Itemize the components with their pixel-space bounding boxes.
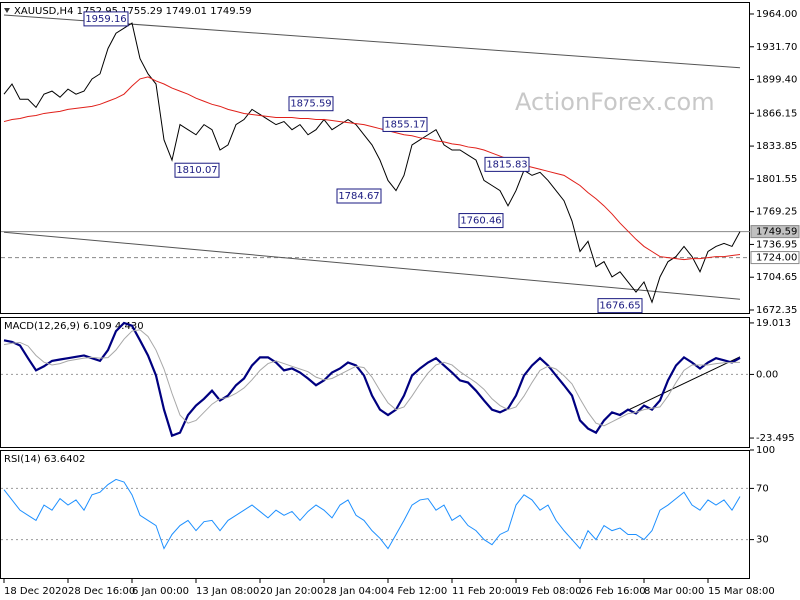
- level-label: 1749.59: [756, 227, 797, 238]
- rsi-panel: [0, 450, 750, 579]
- trendline: [619, 356, 741, 415]
- x-tick-label: 19 Feb 08:00: [516, 586, 582, 597]
- x-tick-label: 18 Dec 2020: [4, 586, 68, 597]
- annotation-label: 1875.59: [290, 99, 331, 110]
- series-line: [3, 76, 741, 261]
- panel-title: XAUUSD,H4 1752.95 1755.29 1749.01 1749.5…: [14, 6, 252, 17]
- level-label-box: [750, 225, 800, 239]
- x-tick-label: 8 Mar 00:00: [644, 586, 704, 597]
- y-tick-label: -23.495: [756, 433, 795, 444]
- y-tick-label: 19.013: [756, 318, 791, 329]
- level-label-box: [750, 251, 800, 265]
- annotation-label: 1676.65: [599, 301, 640, 312]
- x-tick-label: 20 Jan 20:00: [260, 586, 323, 597]
- annotation-label: 1959.16: [85, 14, 126, 25]
- y-tick-label: 0.00: [756, 369, 778, 380]
- y-tick-label: 1866.15: [756, 108, 797, 119]
- series-line: [3, 321, 741, 438]
- y-tick-label: 100: [756, 445, 775, 456]
- y-tick-label: 1736.95: [756, 239, 797, 250]
- annotation-box: [174, 162, 220, 178]
- y-tick-label: 1964.00: [756, 9, 797, 20]
- y-tick-label: 1672.35: [756, 305, 797, 316]
- annotation-box: [382, 116, 428, 132]
- x-tick-label: 28 Dec 16:00: [68, 586, 135, 597]
- y-tick-label: 70: [756, 483, 769, 494]
- annotation-box: [83, 11, 129, 27]
- annotation-box: [288, 96, 334, 112]
- y-tick-label: 1931.70: [756, 42, 797, 53]
- y-tick-label: 1833.85: [756, 141, 797, 152]
- y-tick-label: 30: [756, 535, 769, 546]
- series-line: [3, 329, 741, 427]
- x-tick-label: 6 Jan 00:00: [132, 586, 189, 597]
- annotation-label: 1760.46: [460, 216, 501, 227]
- series-line: [3, 22, 741, 304]
- x-tick-label: 26 Feb 16:00: [580, 586, 646, 597]
- y-tick-label: 1801.55: [756, 174, 797, 185]
- y-tick-label: 1769.25: [756, 207, 797, 218]
- annotation-box: [458, 213, 504, 229]
- annotation-label: 1784.67: [338, 191, 379, 202]
- symbol-icon: [4, 8, 10, 13]
- x-tick-label: 4 Feb 12:00: [388, 586, 447, 597]
- x-tick-label: 11 Feb 20:00: [452, 586, 518, 597]
- trendline: [3, 231, 741, 300]
- macd-panel: [0, 317, 750, 448]
- y-tick-label: 1704.65: [756, 272, 797, 283]
- x-tick-label: 28 Jan 04:00: [324, 586, 387, 597]
- annotation-box: [484, 156, 530, 172]
- x-tick-label: 13 Jan 08:00: [196, 586, 259, 597]
- level-label: 1724.00: [756, 253, 797, 264]
- watermark: ActionForex.com: [515, 88, 715, 116]
- annotation-box: [336, 188, 382, 204]
- price-panel: [0, 2, 750, 314]
- y-tick-label: 1899.40: [756, 75, 797, 86]
- panel-title: RSI(14) 63.6402: [4, 454, 85, 465]
- annotation-label: 1810.07: [176, 165, 217, 176]
- annotation-box: [597, 298, 643, 314]
- series-line: [3, 478, 741, 550]
- annotation-label: 1855.17: [384, 119, 425, 130]
- x-tick-label: 15 Mar 08:00: [708, 586, 775, 597]
- annotation-label: 1815.83: [486, 159, 527, 170]
- panel-title: MACD(12,26,9) 6.109 4.430: [4, 321, 144, 332]
